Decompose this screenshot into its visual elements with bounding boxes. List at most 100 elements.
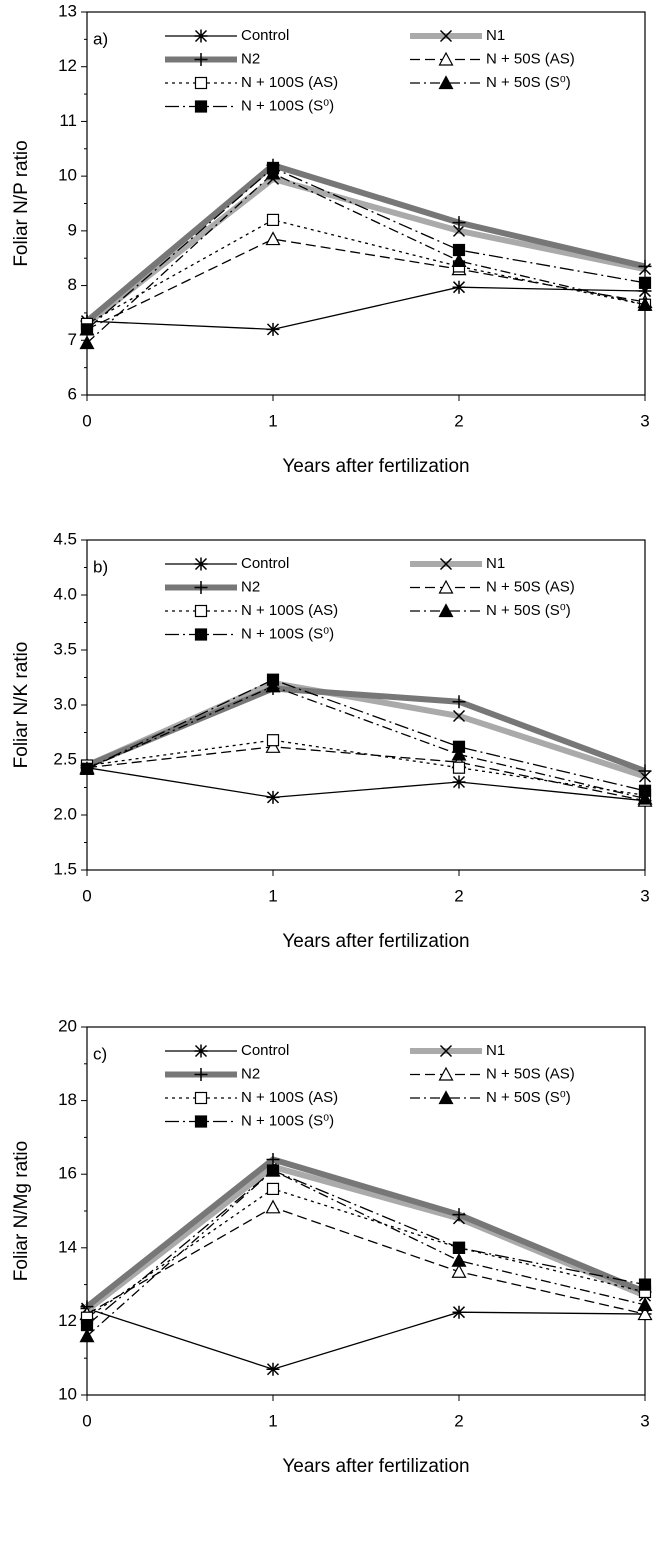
marker	[452, 1305, 466, 1319]
series-line	[86, 286, 646, 330]
x-tick-label: 0	[82, 411, 91, 430]
legend-label: Control	[241, 27, 289, 44]
marker	[438, 603, 454, 618]
panel-label: b)	[93, 557, 108, 576]
marker	[194, 604, 208, 618]
series-line	[85, 161, 646, 324]
marker	[638, 784, 652, 797]
legend-label: N + 100S (AS)	[241, 74, 338, 91]
marker	[266, 1164, 280, 1177]
marker	[439, 29, 453, 43]
marker	[439, 557, 453, 571]
y-tick-label: 11	[59, 111, 77, 130]
marker	[265, 231, 281, 246]
x-tick-label: 0	[82, 1411, 91, 1430]
marker	[452, 1208, 466, 1222]
y-axis-label: Foliar N/P ratio	[11, 140, 32, 266]
marker	[194, 628, 208, 641]
x-tick-label: 2	[454, 411, 463, 430]
y-tick-label: 14	[58, 1237, 77, 1256]
marker	[638, 284, 652, 298]
marker	[438, 75, 454, 90]
marker	[638, 764, 652, 778]
y-tick-label: 2.0	[53, 804, 77, 823]
x-tick-label: 0	[82, 886, 91, 905]
x-tick-label: 2	[454, 1411, 463, 1430]
series-line	[86, 685, 646, 800]
y-tick-label: 10	[58, 166, 77, 185]
series-line	[86, 1169, 646, 1326]
marker	[79, 335, 95, 350]
marker	[452, 224, 466, 237]
x-tick-label: 3	[640, 1411, 649, 1430]
marker	[637, 1297, 653, 1311]
marker	[194, 1115, 208, 1128]
y-tick-label: 7	[68, 330, 77, 349]
marker	[452, 761, 466, 774]
series-line	[86, 219, 646, 325]
marker	[265, 1199, 281, 1214]
y-tick-label: 3.5	[53, 639, 77, 658]
y-tick-label: 2.5	[53, 749, 77, 768]
legend-label: N2	[241, 1065, 260, 1082]
marker	[266, 1362, 280, 1376]
marker	[452, 243, 466, 257]
legend-label: Control	[241, 1042, 289, 1059]
y-tick-label: 12	[58, 56, 77, 75]
y-tick-label: 3.0	[53, 694, 77, 713]
legend-label: N + 100S (AS)	[241, 602, 338, 619]
marker	[194, 1091, 208, 1105]
y-tick-label: 18	[58, 1090, 77, 1109]
marker	[266, 1182, 280, 1196]
marker	[452, 280, 466, 294]
x-axis-label: Years after fertilization	[282, 1456, 469, 1477]
series-line	[86, 678, 646, 792]
y-tick-label: 12	[58, 1311, 77, 1330]
series-line	[86, 739, 646, 796]
marker	[451, 1263, 467, 1278]
x-tick-label: 3	[640, 411, 649, 430]
marker	[80, 1318, 94, 1332]
y-axis-label: Foliar N/K ratio	[11, 642, 32, 769]
series-line	[86, 1169, 646, 1337]
marker	[194, 76, 208, 90]
panel-label: c)	[93, 1044, 107, 1063]
legend-label: N + 100S (S⁰)	[241, 1112, 334, 1129]
marker	[452, 740, 466, 753]
marker	[194, 29, 208, 43]
marker	[266, 161, 280, 175]
x-tick-label: 1	[268, 411, 277, 430]
marker	[452, 709, 466, 723]
marker	[452, 775, 466, 789]
series-line	[85, 175, 646, 327]
legend-label: N + 50S (AS)	[486, 1065, 575, 1082]
y-tick-label: 6	[68, 384, 77, 403]
marker	[266, 213, 280, 227]
series-line	[86, 167, 646, 330]
marker	[194, 581, 208, 594]
marker	[438, 1090, 454, 1105]
x-axis-label: Years after fertilization	[282, 931, 469, 952]
marker	[637, 296, 653, 311]
marker	[194, 1068, 208, 1081]
legend-label: N + 100S (S⁰)	[241, 625, 334, 642]
marker	[80, 762, 94, 775]
y-tick-label: 13	[58, 1, 77, 20]
x-tick-label: 3	[640, 886, 649, 905]
series-line	[86, 1188, 646, 1319]
x-tick-label: 1	[268, 886, 277, 905]
legend-label: N2	[241, 578, 260, 595]
series-line	[86, 172, 646, 344]
x-tick-label: 2	[454, 886, 463, 905]
marker	[638, 276, 652, 289]
x-tick-label: 1	[268, 1411, 277, 1430]
marker	[439, 1044, 453, 1058]
legend-label: N1	[486, 555, 505, 572]
series-line	[86, 1206, 646, 1315]
y-tick-label: 1.5	[53, 859, 77, 878]
marker	[637, 1306, 653, 1321]
y-axis-label: Foliar N/Mg ratio	[11, 1141, 32, 1281]
series-line	[85, 1156, 647, 1310]
legend-label: N1	[486, 1042, 505, 1059]
